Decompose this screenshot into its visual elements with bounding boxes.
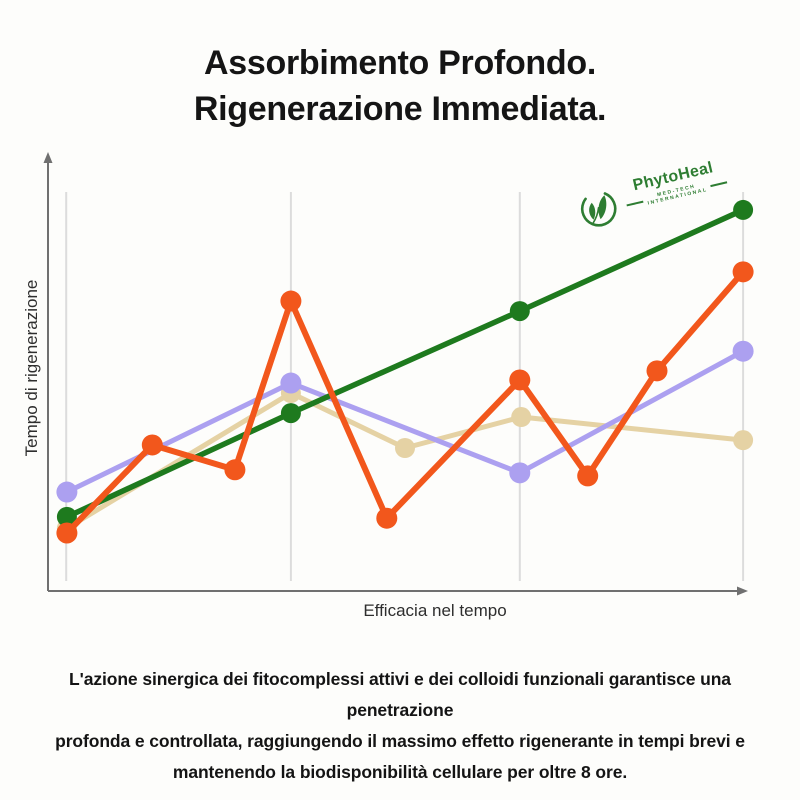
data-point-trattamento-arancio	[141, 434, 163, 456]
x-axis-label: Efficacia nel tempo	[363, 601, 507, 620]
description-line: profonda e controllata, raggiungendo il …	[55, 731, 745, 751]
series-line-colloidi-beige	[64, 390, 746, 531]
data-point-colloidi-beige	[733, 430, 754, 451]
data-point-colloidi-beige	[511, 407, 532, 428]
y-axis-arrow-icon	[43, 152, 53, 163]
data-point-trattamento-arancio	[280, 290, 302, 312]
data-point-trattamento-arancio	[509, 369, 531, 391]
logo-rule-right	[710, 181, 728, 187]
data-point-trattamento-arancio	[376, 507, 398, 529]
data-point-fitocomplessi-lavanda	[280, 372, 302, 394]
y-axis-label: Tempo di rigenerazione	[22, 279, 41, 457]
series-line-trattamento-arancio	[63, 268, 747, 537]
data-point-fitocomplessi-lavanda	[56, 481, 78, 503]
brand-logo: PhytoHeal MED-TECH INTERNATIONAL	[574, 159, 732, 234]
data-point-phytoheal-verde	[56, 506, 77, 527]
data-point-trattamento-arancio	[56, 522, 78, 544]
title-line-2: Rigenerazione Immediata.	[193, 90, 607, 128]
title-line-1: Assorbimento Profondo.	[204, 44, 596, 82]
data-point-trattamento-arancio	[732, 261, 754, 283]
description-text: L'azione sinergica dei fitocomplessi att…	[40, 664, 760, 788]
data-point-fitocomplessi-lavanda	[732, 340, 754, 362]
data-point-phytoheal-verde	[733, 199, 754, 220]
page-title: Assorbimento Profondo. Rigenerazione Imm…	[0, 40, 800, 132]
series-line-phytoheal-verde	[64, 207, 746, 520]
data-point-trattamento-arancio	[224, 459, 246, 481]
data-point-phytoheal-verde	[280, 403, 301, 424]
data-point-trattamento-arancio	[577, 465, 599, 487]
x-axis-arrow-icon	[737, 586, 748, 596]
data-point-phytoheal-verde	[509, 301, 530, 322]
data-point-fitocomplessi-lavanda	[509, 462, 531, 484]
description-line: mantenendo la biodisponibilità cellulare…	[172, 762, 628, 782]
description-line: L'azione sinergica dei fitocomplessi att…	[69, 669, 731, 720]
logo-rule-left	[626, 200, 644, 207]
leaf-circle-icon	[580, 191, 617, 227]
data-point-colloidi-beige	[395, 437, 415, 458]
data-point-trattamento-arancio	[646, 360, 668, 382]
